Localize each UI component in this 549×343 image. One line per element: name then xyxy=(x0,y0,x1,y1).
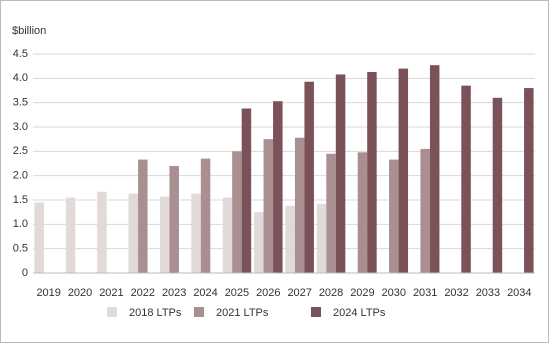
y-tick-label: 4.0 xyxy=(13,72,28,84)
legend-swatch xyxy=(194,307,204,317)
bar xyxy=(357,152,368,273)
y-tick-label: 2.0 xyxy=(13,170,28,182)
legend-label: 2021 LTPs xyxy=(216,307,269,319)
x-tick-label: 2021 xyxy=(99,287,123,299)
y-tick-label: 1.0 xyxy=(13,218,28,230)
bar xyxy=(335,74,346,273)
y-tick-label: 3.5 xyxy=(13,97,28,109)
y-tick-label: 4.5 xyxy=(13,48,28,60)
legend-swatch xyxy=(107,307,117,317)
x-tick-label: 2022 xyxy=(131,287,155,299)
y-tick-label: 2.5 xyxy=(13,145,28,157)
bar xyxy=(34,202,44,273)
bar xyxy=(254,212,264,273)
bar xyxy=(241,108,252,273)
bar xyxy=(273,101,283,273)
y-tick-label: 0 xyxy=(22,267,28,279)
legend-swatch xyxy=(311,307,321,317)
x-tick-label: 2034 xyxy=(507,287,531,299)
x-tick-label: 2029 xyxy=(350,287,374,299)
bar xyxy=(389,159,399,273)
x-tick-label: 2026 xyxy=(256,287,280,299)
y-tick-label: 1.5 xyxy=(13,194,28,206)
bar xyxy=(461,85,471,273)
x-tick-label: 2025 xyxy=(225,287,249,299)
x-tick-label: 2023 xyxy=(162,287,186,299)
bar xyxy=(169,165,179,273)
x-tick-label: 2019 xyxy=(36,287,60,299)
bar xyxy=(429,65,440,274)
x-tick-label: 2033 xyxy=(476,287,500,299)
bar xyxy=(65,197,76,273)
bar xyxy=(492,97,503,273)
bar xyxy=(222,197,233,273)
legend-label: 2018 LTPs xyxy=(129,307,182,319)
x-tick-label: 2024 xyxy=(193,287,217,299)
x-tick-label: 2031 xyxy=(413,287,437,299)
x-tick-label: 2032 xyxy=(444,287,468,299)
bar xyxy=(524,88,534,273)
bar xyxy=(97,191,107,273)
x-tick-label: 2030 xyxy=(382,287,406,299)
bar xyxy=(285,205,295,273)
x-tick-label: 2020 xyxy=(68,287,92,299)
bar xyxy=(420,148,430,273)
bar xyxy=(367,72,377,273)
bar xyxy=(316,203,327,273)
bar xyxy=(294,137,305,273)
bar xyxy=(263,139,274,273)
bar xyxy=(326,153,336,273)
bar xyxy=(128,193,139,273)
y-tick-label: 3.0 xyxy=(13,121,28,133)
y-axis-label: $billion xyxy=(12,25,46,37)
bar xyxy=(200,158,211,273)
bar xyxy=(232,151,242,273)
bar xyxy=(398,68,409,273)
bar xyxy=(191,193,201,273)
bar xyxy=(159,196,170,273)
y-tick-label: 0.5 xyxy=(13,243,28,255)
bar xyxy=(304,81,314,274)
x-tick-label: 2028 xyxy=(319,287,343,299)
legend-label: 2024 LTPs xyxy=(333,307,386,319)
bar xyxy=(138,159,148,273)
x-tick-label: 2027 xyxy=(287,287,311,299)
